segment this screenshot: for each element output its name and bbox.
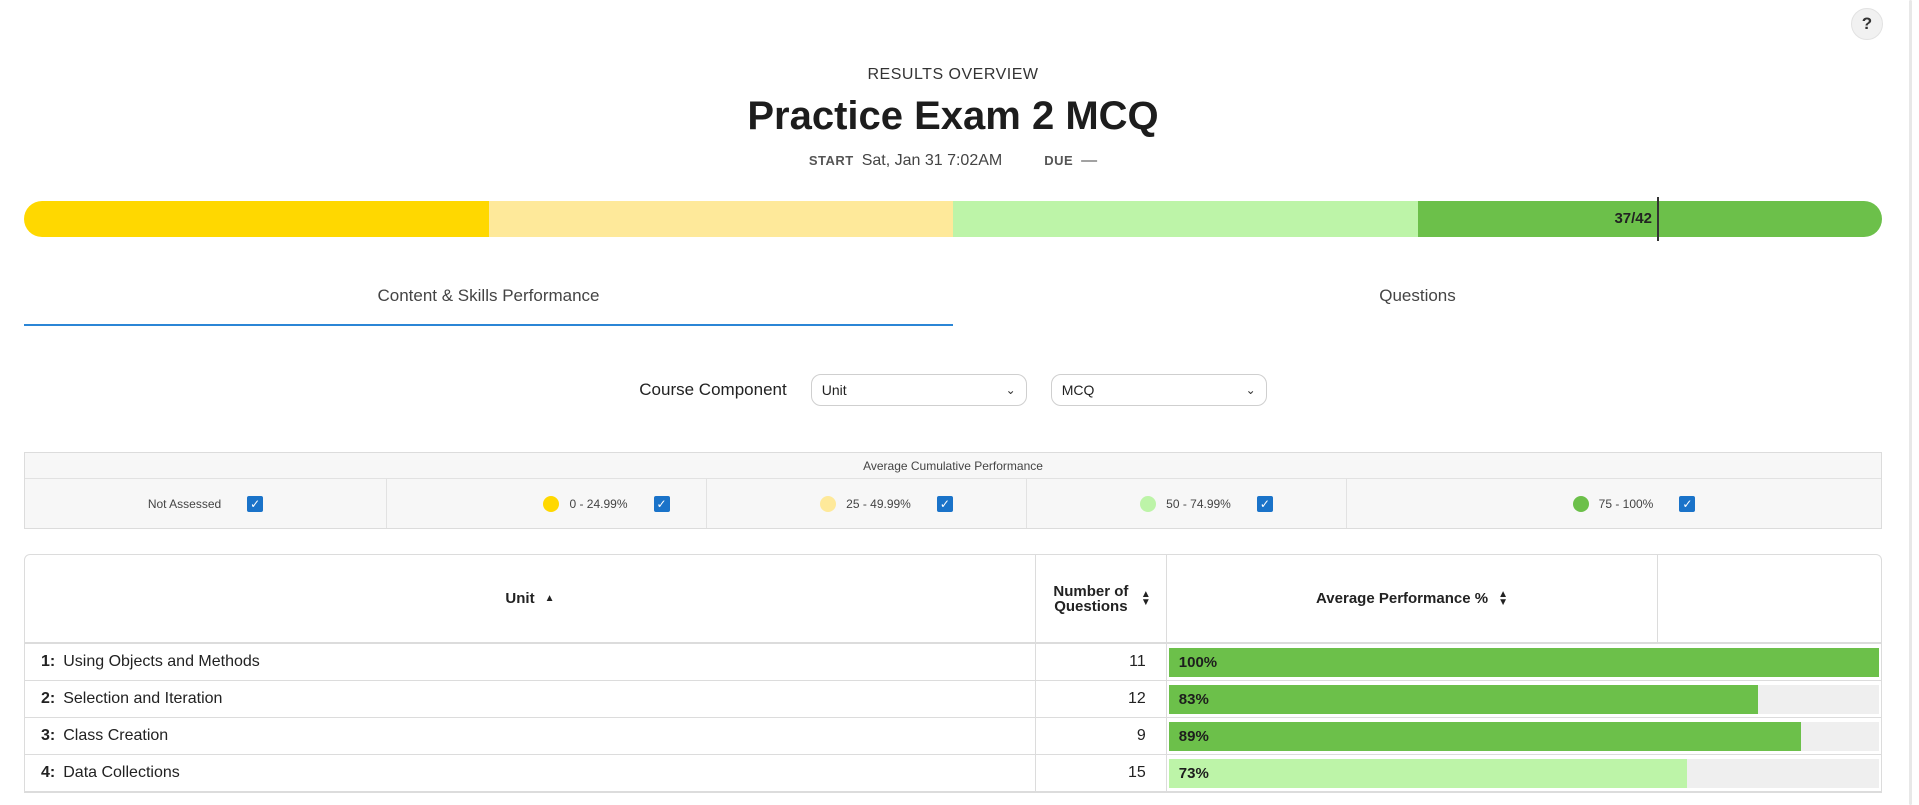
date-info: START Sat, Jan 31 7:02AM DUE — xyxy=(24,152,1882,170)
unit-number: 2: xyxy=(41,690,56,707)
question-count: 9 xyxy=(1036,718,1167,754)
score-marker xyxy=(1657,197,1659,241)
legend-label: Not Assessed xyxy=(147,496,222,511)
performance-bar: 83% xyxy=(1168,684,1879,714)
performance-column-header[interactable]: Average Performance % ▲ ▼ xyxy=(1167,555,1659,642)
legend-label: 75 - 100% xyxy=(1598,496,1654,511)
performance-label: 100% xyxy=(1178,653,1218,671)
performance-bar: 73% xyxy=(1168,758,1879,788)
tab-questions[interactable]: Questions xyxy=(1379,286,1456,305)
unit-performance-table: Unit ▲ Number of Questions ▲ ▼ Average Pe… xyxy=(24,554,1882,793)
performance-bar-fill xyxy=(1168,721,1801,751)
scrollbar-thumb[interactable] xyxy=(1909,0,1912,805)
question-count: 15 xyxy=(1036,755,1167,791)
performance-bar-fill xyxy=(1168,647,1879,677)
score-bar-segment xyxy=(953,201,1418,237)
performance-bar-fill xyxy=(1168,684,1759,714)
table-row[interactable]: 3: Class Creation 9 89% xyxy=(25,718,1881,755)
legend-0-25: 0 - 24.99% ✓ xyxy=(387,479,707,528)
legend-label: 0 - 24.99% xyxy=(569,496,628,511)
performance-label: 73% xyxy=(1178,764,1209,782)
range-25-50-checkbox[interactable]: ✓ xyxy=(936,495,953,512)
range-0-25-checkbox[interactable]: ✓ xyxy=(653,495,670,512)
chevron-down-icon: ⌄ xyxy=(1005,383,1016,397)
score-label: 37/42 xyxy=(1614,210,1652,227)
legend-title: Average Cumulative Performance xyxy=(25,453,1881,479)
performance-label: 83% xyxy=(1178,690,1209,708)
yellow-dot-icon xyxy=(543,495,560,512)
range-75-100-checkbox[interactable]: ✓ xyxy=(1679,495,1696,512)
performance-legend: Average Cumulative Performance Not Asses… xyxy=(24,452,1882,529)
question-count: 11 xyxy=(1036,644,1167,680)
legend-75-100: 75 - 100% ✓ xyxy=(1347,479,1881,528)
questions-column-header[interactable]: Number of Questions ▲ ▼ xyxy=(1036,555,1167,642)
not-assessed-checkbox[interactable]: ✓ xyxy=(247,495,264,512)
legend-50-75: 50 - 74.99% ✓ xyxy=(1027,479,1347,528)
light-yellow-dot-icon xyxy=(820,495,837,512)
unit-select-value: Unit xyxy=(821,382,847,398)
score-bar xyxy=(24,201,1882,237)
unit-number: 1: xyxy=(41,653,56,670)
performance-bar: 100% xyxy=(1168,647,1879,677)
performance-bar: 89% xyxy=(1168,721,1879,751)
chevron-down-icon: ⌄ xyxy=(1245,383,1256,397)
unit-number: 3: xyxy=(41,727,56,744)
green-dot-icon xyxy=(1572,495,1589,512)
mcq-select[interactable]: MCQ ⌄ xyxy=(1050,374,1267,406)
tab-content-skills[interactable]: Content & Skills Performance xyxy=(24,276,953,326)
performance-bar-fill xyxy=(1168,758,1688,788)
sort-icon: ▲ ▼ xyxy=(1498,588,1508,608)
empty-column-header xyxy=(1658,555,1881,642)
unit-name: Data Collections xyxy=(63,764,180,781)
unit-name: Class Creation xyxy=(63,727,169,744)
tabs: Content & Skills Performance Questions xyxy=(24,276,1882,326)
score-bar-segment xyxy=(488,201,953,237)
results-header: RESULTS OVERVIEW Practice Exam 2 MCQ STA… xyxy=(24,66,1882,170)
table-row[interactable]: 2: Selection and Iteration 12 83% xyxy=(25,681,1881,718)
unit-number: 4: xyxy=(41,764,56,781)
due-label: DUE xyxy=(1044,153,1074,168)
start-value: Sat, Jan 31 7:02AM xyxy=(861,152,1003,169)
legend-label: 50 - 74.99% xyxy=(1166,496,1231,511)
legend-25-50: 25 - 49.99% ✓ xyxy=(707,479,1027,528)
table-header: Unit ▲ Number of Questions ▲ ▼ Average Pe… xyxy=(25,555,1881,644)
help-button[interactable]: ? xyxy=(1851,8,1883,40)
page-title: Practice Exam 2 MCQ xyxy=(747,94,1159,138)
mcq-select-value: MCQ xyxy=(1061,382,1095,398)
question-count: 12 xyxy=(1036,681,1167,717)
score-bar-segment xyxy=(1417,201,1882,237)
sort-ascending-icon: ▲ xyxy=(544,592,555,604)
legend-not-assessed: Not Assessed ✓ xyxy=(25,479,387,528)
table-row[interactable]: 4: Data Collections 15 73% xyxy=(25,755,1881,792)
legend-label: 25 - 49.99% xyxy=(846,496,911,511)
unit-select[interactable]: Unit ⌄ xyxy=(810,374,1027,406)
filters: Course Component Unit ⌄ MCQ ⌄ xyxy=(0,374,1906,406)
performance-label: 89% xyxy=(1178,727,1209,745)
page-eyebrow: RESULTS OVERVIEW xyxy=(867,66,1039,83)
sort-icon: ▲ ▼ xyxy=(1140,588,1151,608)
score-bar-segment xyxy=(24,201,489,237)
due-value: — xyxy=(1081,152,1098,169)
table-body: 1: Using Objects and Methods 11 100% 2: Se… xyxy=(25,644,1881,792)
range-50-75-checkbox[interactable]: ✓ xyxy=(1256,495,1273,512)
course-component-label: Course Component xyxy=(639,380,787,399)
light-green-dot-icon xyxy=(1140,495,1157,512)
table-row[interactable]: 1: Using Objects and Methods 11 100% xyxy=(25,644,1881,681)
unit-name: Selection and Iteration xyxy=(63,690,223,707)
start-label: START xyxy=(808,153,854,168)
unit-column-header[interactable]: Unit ▲ xyxy=(25,555,1036,642)
unit-name: Using Objects and Methods xyxy=(63,653,260,670)
